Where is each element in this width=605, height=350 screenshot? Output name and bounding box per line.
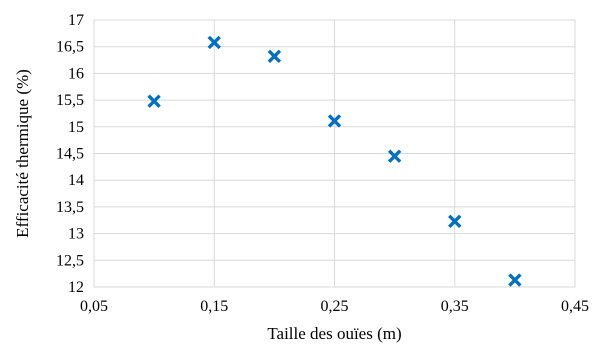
y-tick-label: 12 [68,279,84,296]
data-points [147,35,522,287]
gridlines [93,19,576,288]
x-tick-label: 0,25 [321,298,349,315]
y-tick-label: 16 [68,65,84,82]
x-axis-ticks: 0,05 0,15 0,25 0,35 0,45 [80,298,589,315]
y-tick-label: 16,5 [56,39,84,56]
y-tick-label: 17 [68,12,84,29]
y-axis-ticks: 12 12,5 13 13,5 14 14,5 15 15,5 16 16,5 17 [56,12,84,296]
y-tick-label: 13,5 [56,199,84,216]
data-point-marker [267,49,282,64]
y-tick-label: 15,5 [56,92,84,109]
x-tick-label: 0,45 [561,298,589,315]
plot-area [93,19,576,288]
data-point-marker [508,273,522,287]
data-point-marker [387,149,402,163]
x-axis-label: Taille des ouïes (m) [267,324,401,343]
y-tick-label: 14,5 [56,146,84,163]
data-point-marker [147,94,161,108]
y-tick-label: 13 [68,226,84,243]
data-point-marker [448,214,462,229]
data-point-marker [327,114,342,128]
y-axis-label: Efficacité thermique (%) [13,69,32,238]
x-tick-label: 0,05 [80,298,108,315]
x-tick-label: 0,15 [200,298,228,315]
y-tick-label: 12,5 [56,252,84,269]
y-tick-label: 15 [68,119,84,136]
y-tick-label: 14 [68,172,84,189]
data-point-marker [207,35,221,50]
x-tick-label: 0,35 [441,298,469,315]
